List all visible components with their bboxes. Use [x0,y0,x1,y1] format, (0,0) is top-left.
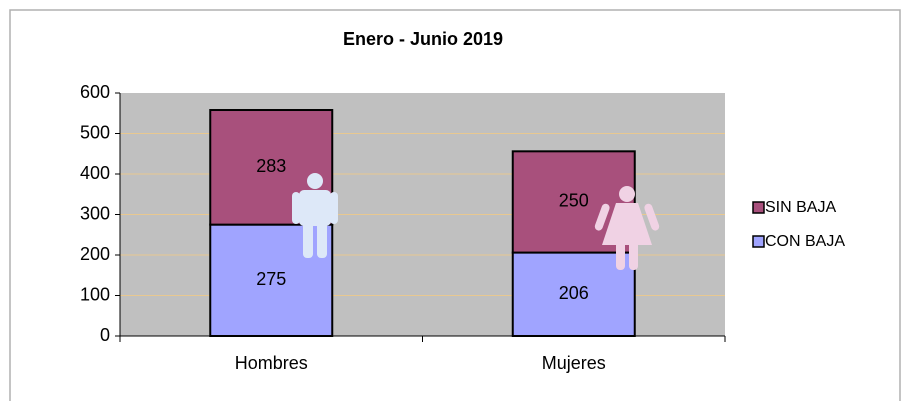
y-tick-label: 0 [100,325,110,345]
bar-segment [511,251,636,338]
y-tick-label: 100 [80,284,110,304]
y-tick-label: 500 [80,122,110,142]
x-tick-label: Hombres [235,353,308,373]
legend-label: SIN BAJA [765,199,836,216]
data-label: 283 [256,156,286,176]
chart-title: Enero - Junio 2019 [343,29,503,49]
data-label: 275 [256,269,286,289]
data-label: 206 [559,283,589,303]
data-label: 250 [559,191,589,211]
y-tick-label: 300 [80,203,110,223]
legend-swatch [752,201,765,214]
x-tick-label: Mujeres [542,353,606,373]
man-icon [292,173,338,258]
y-tick-label: 600 [80,82,110,102]
marks: 0 100 200 300 400 500 600 275 283 Hombres 206 250 Mu… [80,82,845,373]
y-tick-label: 400 [80,163,110,183]
y-tick-label: 200 [80,244,110,264]
woman-icon [594,186,660,270]
legend-swatch [752,235,765,248]
legend-label: CON BAJA [765,233,845,250]
